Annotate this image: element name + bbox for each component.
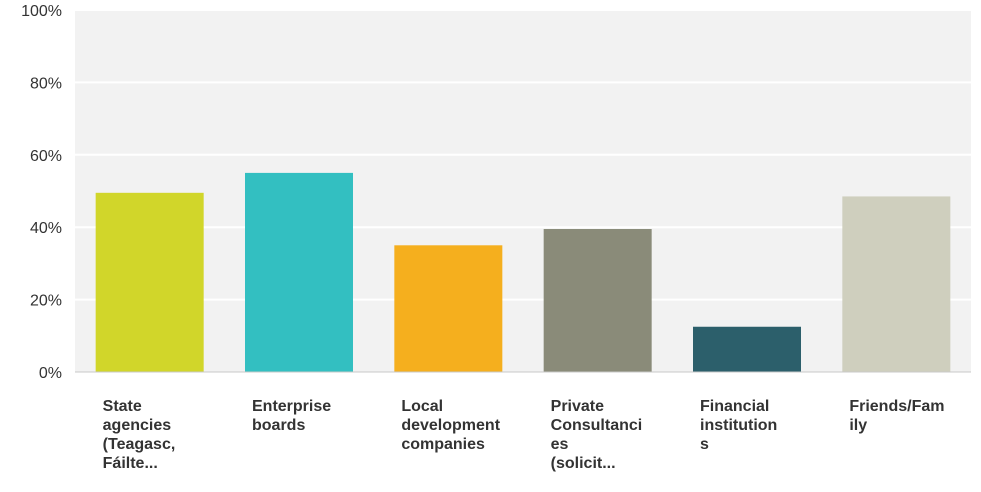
y-tick-label: 100% [21, 3, 62, 20]
y-tick-label: 60% [30, 148, 62, 165]
y-tick-label: 40% [30, 220, 62, 237]
bar [693, 326, 801, 372]
bar [245, 172, 353, 372]
y-axis-ticks: 0% 20% 40% 60% 80% 100% [21, 3, 62, 382]
x-category-label: State agencies (Teagasc, Fáilte... [102, 398, 176, 472]
x-category-label: Friends/Fam ily [849, 398, 945, 434]
y-tick-label: 0% [39, 365, 62, 382]
bars [95, 172, 951, 372]
bar [95, 192, 204, 372]
x-category-label: Enterprise boards [252, 398, 332, 434]
gridlines [75, 9, 971, 301]
bar [543, 229, 652, 372]
bar [842, 196, 951, 372]
bar [394, 245, 503, 372]
x-category-label: Local development companies [401, 398, 501, 453]
y-tick-label: 80% [30, 75, 62, 92]
x-category-label: Financial institution s [700, 398, 778, 453]
y-tick-label: 20% [30, 293, 62, 310]
plot-area [75, 10, 971, 372]
x-category-label: Private Consultanci es (solicit... [550, 398, 643, 472]
